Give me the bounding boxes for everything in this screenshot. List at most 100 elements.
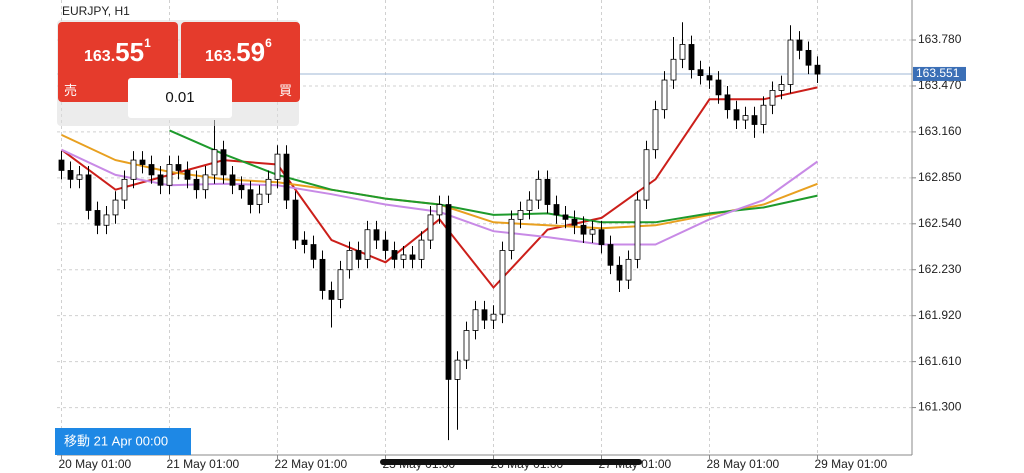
candle-body [391,250,398,260]
candle-body [58,159,65,171]
candle-body [427,214,434,241]
sell-label: 売 [64,83,78,98]
buy-button[interactable]: 163.596 買 [181,22,300,102]
candle-body [130,159,137,180]
sell-main: 55 [115,37,145,67]
symbol: EURJPY, H1 [62,4,130,18]
candle-body [355,250,362,260]
candle-body [580,224,587,235]
candle-body [724,94,731,111]
candle-body [796,39,803,51]
candle-body [121,178,128,201]
candle-body [805,49,812,66]
candle-body [553,204,560,216]
candle-body [418,239,425,260]
y-tick-label: 163.780 [918,32,962,46]
candle-body [67,170,74,180]
candle-body [184,170,191,180]
candle-body [508,218,515,251]
sell-button[interactable]: 163.551 売 [58,22,178,102]
candle-body [112,199,119,216]
y-tick-label: 163.160 [918,124,962,138]
sell-price: 163.551 [84,36,151,68]
candle-body [688,44,695,71]
candle-body [490,313,497,321]
sell-prefix: 163. [84,48,116,65]
scroll-handle[interactable] [380,459,642,465]
candle-body [265,178,272,195]
candle-body [535,178,542,201]
candle-body [814,64,821,75]
candle-body [607,244,614,266]
current-price-box [913,66,966,81]
candle-body [616,264,623,281]
buy-price: 163.596 [205,36,272,68]
current-price-label: 163.551 [916,66,960,80]
candle-body [652,109,659,151]
candle-body [697,69,704,76]
candle-body [544,178,551,205]
candle-body [202,174,209,191]
buy-prefix: 163. [205,48,237,65]
y-tick-label: 163.470 [918,78,962,92]
candle-body [292,199,299,241]
candle-body [94,210,101,226]
candle-body [787,39,794,85]
candle-body [256,193,263,205]
buy-sup: 6 [265,36,272,50]
candle-body [301,239,308,245]
candle-body [472,309,479,331]
candle-body [742,115,749,121]
x-tick-label: 29 May 01:00 [815,457,888,471]
candle-body [85,174,92,211]
y-tick-label: 162.540 [918,216,962,230]
candle-body [148,164,155,176]
candle-body [373,229,380,241]
candle-body [364,229,371,260]
candle-body [382,239,389,251]
buy-label: 買 [278,83,292,98]
candle-body [481,309,488,321]
candle-body [436,204,443,216]
candle-body [634,199,641,260]
x-tick-label: 21 May 01:00 [167,457,240,471]
candle-body [337,269,344,300]
candle-body [103,214,110,226]
candle-body [571,218,578,226]
lot-input[interactable]: 0.01 [128,78,232,118]
x-tick-label: 20 May 01:00 [59,457,132,471]
x-tick-label: 28 May 01:00 [707,457,780,471]
candle-body [751,115,758,125]
candle-body [769,90,776,106]
candle-body [706,75,713,81]
sell-sup: 1 [144,36,151,50]
candle-body [139,159,146,165]
candle-body [589,229,596,235]
y-tick-label: 161.610 [918,354,962,368]
candle-body [346,250,353,271]
candle-body [328,290,335,300]
candle-body [670,58,677,81]
order-panel: 163.551 売 163.596 買 0.01 [57,20,300,126]
candle-body [310,244,317,260]
y-tick-label: 161.300 [918,400,962,414]
candle-body [643,149,650,201]
candle-body [157,174,164,186]
candle-body [229,174,236,186]
candle-body [526,199,533,211]
candle-body [661,79,668,111]
candle-body [499,250,506,315]
candle-body [760,104,767,125]
candle-body [562,214,569,220]
candle-body [283,153,290,201]
candle-body [679,44,686,60]
candle-body [409,254,416,260]
candle-body [247,189,254,205]
candle-body [445,204,452,380]
y-tick-label: 162.230 [918,262,962,276]
candle-body [238,184,245,191]
candle-body [220,149,227,176]
candle-body [733,109,740,121]
candle-body [454,359,461,380]
